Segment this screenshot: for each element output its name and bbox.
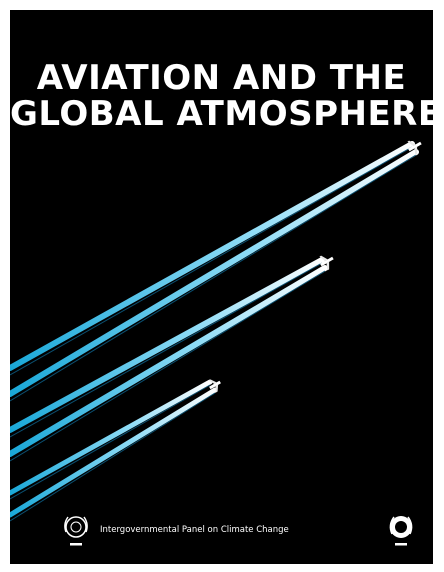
jet-middle-icon — [319, 255, 334, 271]
book-cover: AVIATION AND THE GLOBAL ATMOSPHERE — [10, 10, 433, 564]
wmo-emblem-icon — [64, 516, 88, 546]
publisher-text: Intergovernmental Panel on Climate Chang… — [100, 525, 289, 535]
contrail-top — [10, 141, 419, 402]
unep-emblem-icon — [389, 516, 413, 546]
title-line-1: AVIATION AND THE — [36, 58, 407, 98]
title-line-2: GLOBAL ATMOSPHERE — [10, 94, 433, 134]
jet-bottom-icon — [208, 379, 221, 393]
contrail-bottom — [10, 379, 218, 522]
cover-title: AVIATION AND THE GLOBAL ATMOSPHERE — [10, 60, 433, 132]
contrail-middle — [10, 257, 328, 462]
contrails-illustration — [10, 140, 422, 522]
jet-top-icon — [407, 140, 422, 156]
